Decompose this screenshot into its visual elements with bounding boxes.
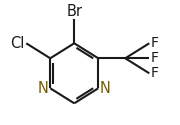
- Text: Cl: Cl: [10, 36, 25, 51]
- Text: F: F: [150, 36, 158, 50]
- Text: Br: Br: [66, 4, 82, 18]
- Text: N: N: [38, 81, 49, 96]
- Text: N: N: [100, 81, 111, 96]
- Text: F: F: [150, 66, 158, 80]
- Text: F: F: [150, 51, 158, 65]
